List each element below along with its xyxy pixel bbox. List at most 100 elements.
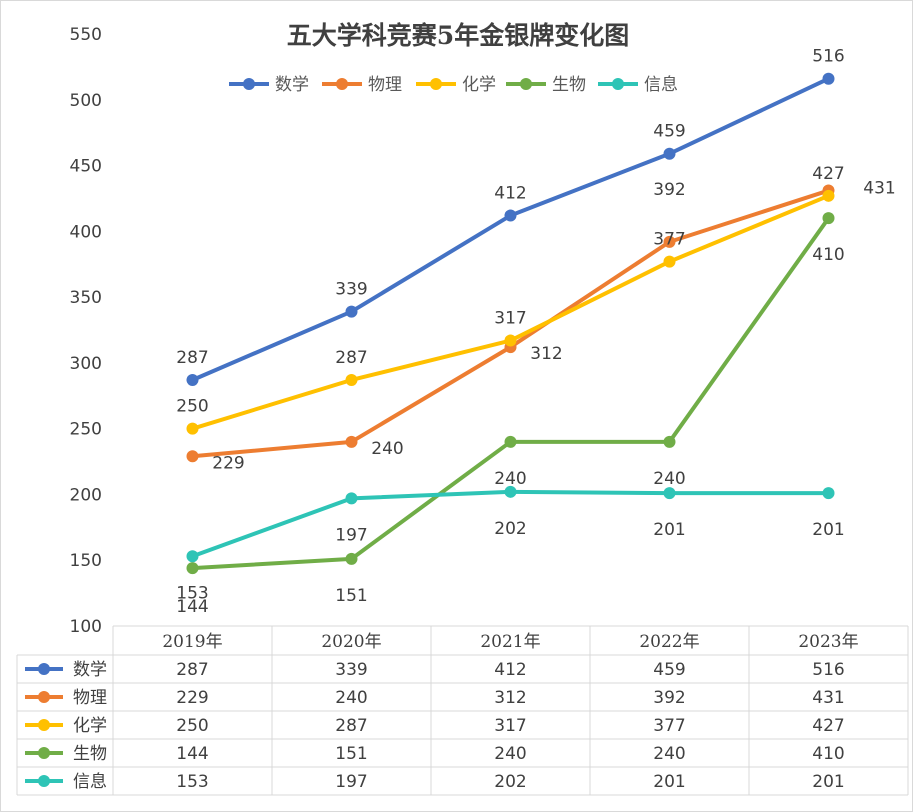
table-cell: 312 — [494, 688, 526, 708]
legend-marker-5 — [612, 78, 624, 90]
data-point — [663, 147, 676, 160]
data-point — [345, 492, 358, 505]
table-header-cell: 2019年 — [162, 632, 222, 652]
y-tick-label: 400 — [70, 222, 102, 242]
y-axis-ticks: 100 150 200 250 300 350 400 450 500 550 — [70, 25, 102, 637]
table-row-label: 物理 — [73, 688, 107, 708]
table-row-label: 信息 — [73, 772, 107, 792]
data-label: 377 — [653, 230, 685, 250]
table-row-label: 化学 — [73, 716, 107, 736]
data-point — [822, 72, 835, 85]
data-labels: 287 339 412 459 516 229 240 312 392 431 250 287 317 3… — [176, 47, 895, 617]
table-cell: 392 — [653, 688, 685, 708]
table-cell: 317 — [494, 716, 526, 736]
series-line-4 — [190, 216, 831, 571]
table-cell: 201 — [653, 772, 685, 792]
data-point — [186, 373, 199, 386]
data-label: 151 — [335, 586, 367, 606]
data-label: 339 — [335, 280, 367, 300]
data-point — [186, 550, 199, 563]
table-cell: 197 — [335, 772, 367, 792]
data-label: 392 — [653, 180, 685, 200]
y-tick-label: 550 — [70, 25, 102, 45]
data-point — [663, 235, 676, 248]
legend-marker-2 — [336, 78, 348, 90]
table-cell: 153 — [176, 772, 208, 792]
data-label: 287 — [335, 348, 367, 368]
legend-label-1: 数学 — [275, 75, 309, 95]
data-label: 240 — [494, 469, 526, 489]
table-cell: 459 — [653, 660, 685, 680]
data-label: 229 — [212, 453, 244, 473]
table-legend-marker — [38, 719, 50, 731]
data-label: 202 — [494, 519, 526, 539]
table-row-label: 数学 — [73, 660, 107, 680]
table-cell: 250 — [176, 716, 208, 736]
table-cell: 240 — [653, 744, 685, 764]
data-label: 459 — [653, 122, 685, 142]
y-tick-label: 100 — [70, 617, 102, 637]
y-tick-label: 350 — [70, 288, 102, 308]
table-legend-marker — [38, 691, 50, 703]
data-point — [345, 305, 358, 318]
data-label: 516 — [812, 47, 844, 67]
data-label: 312 — [530, 344, 562, 364]
data-point — [822, 487, 835, 500]
table-cell: 240 — [494, 744, 526, 764]
data-point — [663, 435, 676, 448]
data-point — [504, 485, 517, 498]
table-cell: 287 — [176, 660, 208, 680]
data-point — [186, 422, 199, 435]
table-cell: 229 — [176, 688, 208, 708]
legend-marker-4 — [520, 78, 532, 90]
table-cell: 201 — [812, 772, 844, 792]
y-tick-label: 250 — [70, 420, 102, 440]
data-label: 201 — [653, 520, 685, 540]
legend-marker-3 — [430, 78, 442, 90]
table-legend-marker — [38, 747, 50, 759]
table-header-cell: 2022年 — [639, 632, 699, 652]
table-cell: 339 — [335, 660, 367, 680]
table-cell: 240 — [335, 688, 367, 708]
data-label: 250 — [176, 397, 208, 417]
table-cell: 431 — [812, 688, 844, 708]
table-legend-marker — [38, 775, 50, 787]
table-cell: 202 — [494, 772, 526, 792]
data-label: 240 — [653, 469, 685, 489]
data-point — [504, 334, 517, 347]
data-point — [822, 189, 835, 202]
data-point — [504, 209, 517, 222]
data-point — [504, 435, 517, 448]
data-label: 317 — [494, 309, 526, 329]
table-cell: 427 — [812, 716, 844, 736]
data-label: 201 — [812, 520, 844, 540]
legend-marker-1 — [243, 78, 255, 90]
data-point — [822, 212, 835, 225]
data-label: 240 — [371, 439, 403, 459]
table-cell: 412 — [494, 660, 526, 680]
data-label: 427 — [812, 164, 844, 184]
data-label: 144 — [176, 597, 208, 617]
series-lines — [186, 72, 835, 575]
data-point — [663, 255, 676, 268]
table-legend-marker — [38, 663, 50, 675]
table-header-cell: 2023年 — [798, 632, 858, 652]
data-point — [186, 450, 199, 463]
legend-label-2: 物理 — [368, 75, 402, 95]
legend-label-5: 信息 — [644, 75, 678, 95]
y-tick-label: 450 — [70, 157, 102, 177]
table-cell: 287 — [335, 716, 367, 736]
chart-legend: 数学 物理 化学 生物 信息 — [229, 75, 678, 95]
y-tick-label: 500 — [70, 91, 102, 111]
data-point — [663, 487, 676, 500]
table-header-cell: 2020年 — [321, 632, 381, 652]
table-row-label: 生物 — [73, 744, 107, 764]
data-label: 153 — [176, 583, 208, 603]
table-cell: 410 — [812, 744, 844, 764]
data-label: 431 — [863, 179, 895, 199]
y-tick-label: 300 — [70, 354, 102, 374]
data-label: 412 — [494, 184, 526, 204]
